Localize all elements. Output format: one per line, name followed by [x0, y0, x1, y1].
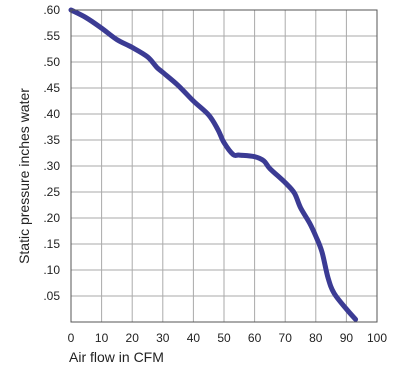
x-tick-label: 100: [367, 331, 387, 345]
grid: [70, 9, 378, 322]
x-tick-label: 0: [68, 331, 75, 345]
y-tick-label: .05: [43, 289, 60, 303]
x-tick-label: 20: [126, 331, 140, 345]
series-layer: [68, 7, 359, 322]
plot-frame: [70, 9, 378, 323]
x-tick-label: 30: [156, 331, 170, 345]
y-tick-label: .55: [43, 29, 60, 43]
y-tick-label: .25: [43, 185, 60, 199]
x-tick-label: 90: [340, 331, 354, 345]
x-axis-title: Air flow in CFM: [69, 349, 164, 365]
y-tick-label: .45: [43, 81, 60, 95]
x-tick-label: 40: [187, 331, 201, 345]
y-tick-label: .30: [43, 159, 60, 173]
y-tick-label: .50: [43, 55, 60, 69]
x-tick-label: 80: [309, 331, 323, 345]
y-tick-label: .40: [43, 107, 60, 121]
y-axis-title: Static pressure inches water: [16, 88, 32, 264]
y-axis-tick-labels: .05 .10 .15 .20 .25 .30 .35 .40 .45 .50 .55 .60: [43, 3, 60, 303]
y-tick-label: .60: [43, 3, 60, 17]
y-tick-label: .10: [43, 263, 60, 277]
x-tick-label: 10: [95, 331, 109, 345]
x-tick-label: 60: [248, 331, 262, 345]
y-tick-label: .35: [43, 133, 60, 147]
series-line: [68, 7, 359, 322]
y-tick-label: .20: [43, 211, 60, 225]
x-tick-label: 50: [217, 331, 231, 345]
x-tick-label: 70: [279, 331, 293, 345]
y-tick-label: .15: [43, 237, 60, 251]
x-axis-tick-labels: 0 10 20 30 40 50 60 70 80 90 100: [68, 331, 388, 345]
